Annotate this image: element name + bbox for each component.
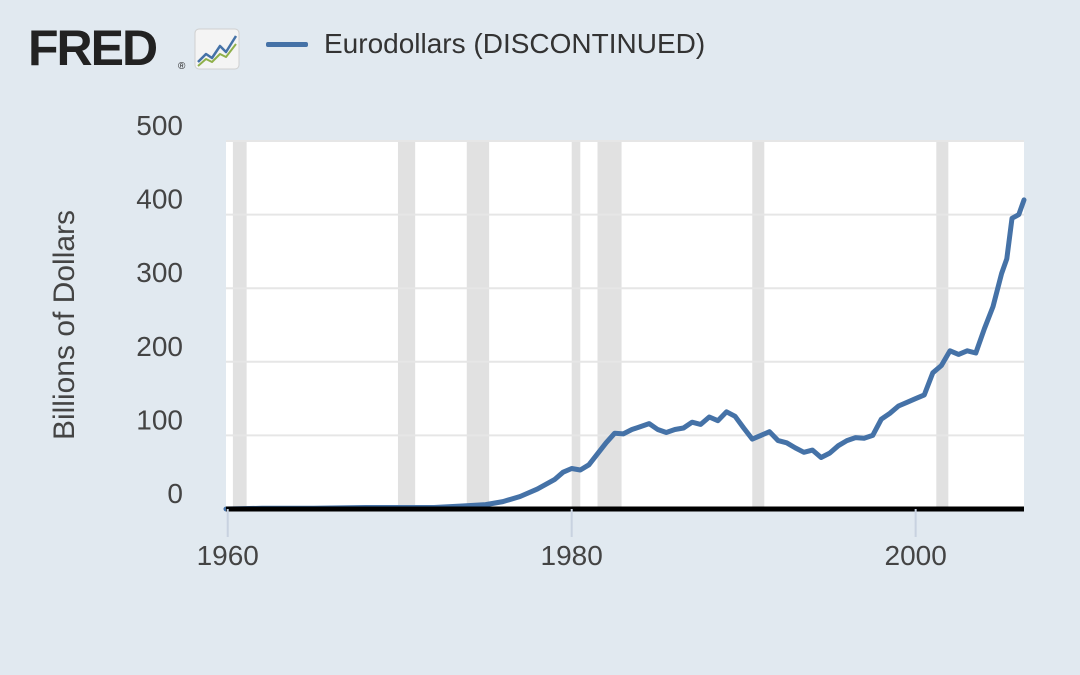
plot-area	[226, 141, 1024, 509]
gridlines	[226, 140, 1024, 437]
x-tick-label: 2000	[885, 540, 947, 571]
chart-header: FRED ® Eurodollars (DISCONTINUED)	[0, 0, 1080, 100]
recession-band	[571, 141, 581, 509]
recession-bands	[232, 141, 949, 509]
y-axis-ticks: 0 100 200 300 400 500	[136, 110, 183, 509]
x-tick-label: 1960	[197, 540, 259, 571]
y-tick-label: 500	[136, 110, 183, 141]
y-tick-label: 400	[136, 184, 183, 215]
y-tick-label: 100	[136, 404, 183, 435]
y-tick-label: 200	[136, 331, 183, 362]
recession-band	[936, 141, 949, 509]
line-chart-icon	[194, 28, 240, 70]
series-line[interactable]	[223, 197, 1027, 512]
recession-band	[232, 141, 247, 509]
series-layer	[223, 197, 1027, 512]
registered-mark: ®	[178, 61, 186, 72]
fred-logo[interactable]: FRED	[28, 20, 158, 76]
y-tick-label: 300	[136, 257, 183, 288]
x-tick-label: 1980	[541, 540, 603, 571]
recession-band	[752, 141, 765, 509]
recession-band	[597, 141, 622, 509]
legend-swatch	[266, 42, 308, 47]
recession-band	[466, 141, 490, 509]
recession-band	[397, 141, 416, 509]
legend-label: Eurodollars (DISCONTINUED)	[324, 28, 706, 59]
y-tick-label: 0	[167, 478, 183, 509]
x-axis-ticks: 1960 1980 2000	[197, 509, 947, 571]
y-axis-title: Billions of Dollars	[48, 210, 81, 440]
